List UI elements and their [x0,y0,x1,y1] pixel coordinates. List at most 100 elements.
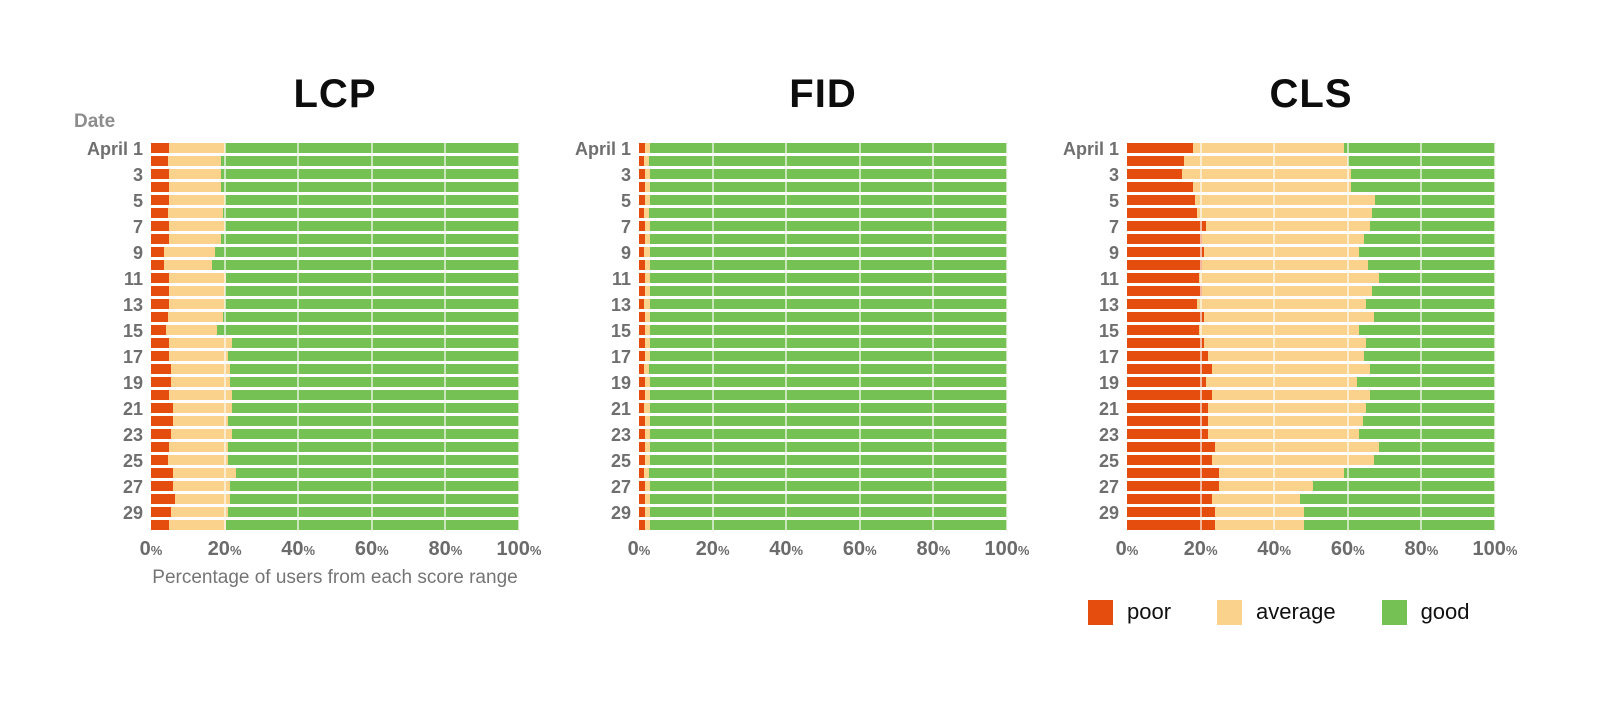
gridline-overlay [1199,143,1202,533]
x-tick-number: 60 [842,538,866,560]
gridline-overlay [1420,143,1423,533]
bar-segment-good [650,481,1007,491]
bar-segment-poor [151,494,175,504]
bar-row [639,481,1007,494]
y-tick-label: 7 [1108,217,1119,237]
bar-segment-average [1207,403,1367,413]
legend-item-good: good [1381,599,1470,625]
x-tick-percent: % [717,543,730,558]
x-tick-number: 60 [1330,538,1354,560]
bar-segment-poor [1127,364,1212,374]
bar-segment-poor [639,195,645,205]
bar-segment-good [649,364,1007,374]
bar-segment-poor [151,468,174,478]
bar-segment-poor [1127,338,1205,348]
legend-item-average: average [1217,599,1336,625]
bar-row [639,208,1007,221]
bar-segment-poor [151,156,168,166]
bar-row [151,455,519,468]
bar-segment-poor [151,286,170,296]
x-tick-label: 40% [769,538,803,561]
bar-segment-poor [639,182,645,192]
bar-segment-average [1193,143,1345,153]
bar-segment-good [1379,442,1495,452]
bar-row [639,260,1007,273]
bar-segment-good [650,390,1007,400]
x-tick-label: 100% [985,538,1030,561]
bar-segment-average [173,403,232,413]
x-tick-number: 40 [1257,538,1280,560]
bar-segment-poor [639,221,645,231]
x-tick-percent: % [1353,543,1365,558]
y-tick-label: 23 [610,425,631,445]
x-tick-percent: % [377,543,389,558]
bar-row [1127,208,1495,221]
bar-segment-poor [151,455,168,465]
x-tick-percent: % [529,543,542,558]
bar-segment-poor [639,325,645,335]
y-tick-label: 7 [620,217,631,237]
bar-segment-average [171,377,231,387]
bar-row [1127,377,1495,390]
bar-segment-good [650,325,1007,335]
legend-item-poor: poor [1088,599,1171,625]
bar-segment-good [211,260,519,270]
bar-segment-good [649,468,1007,478]
bar-segment-average [173,416,229,426]
bar-segment-average [1206,377,1357,387]
bar-row [639,286,1007,299]
bar-segment-good [649,260,1007,270]
y-tick-label: 9 [1108,243,1119,263]
bar-segment-average [644,390,651,400]
bar-segment-good [650,286,1007,296]
bar-segment-poor [639,208,645,218]
bar-segment-good [231,403,519,413]
gridline-overlay [785,143,788,533]
bar-segment-average [644,338,651,348]
bar-row [151,143,519,156]
bar-segment-poor [1127,143,1194,153]
bar-segment-average [171,429,232,439]
bar-row [151,468,519,481]
bar-segment-good [650,377,1007,387]
bar-segment-poor [151,481,174,491]
fid-chart-title: FID [789,72,857,116]
bar-segment-average [1215,507,1304,517]
bar-segment-good [1368,260,1495,270]
bar-segment-poor [151,312,168,322]
bar-segment-good [1379,273,1495,283]
legend-label-poor: poor [1127,599,1172,624]
bar-segment-good [1366,403,1495,413]
y-tick-label: 21 [122,399,143,419]
x-tick-percent: % [1205,543,1218,558]
bar-segment-poor [151,221,170,231]
poor-swatch-icon [1088,599,1113,625]
bar-segment-poor [1127,273,1199,283]
bar-segment-poor [1127,390,1212,400]
x-tick-label: 20% [1184,538,1218,561]
bar-segment-poor [151,429,172,439]
y-tick-label: 5 [620,191,631,211]
bar-segment-good [1303,507,1495,517]
bar-row [1127,312,1495,325]
bar-segment-poor [1127,429,1208,439]
bar-segment-good [230,481,519,491]
x-tick-label: 60% [355,538,389,561]
bar-segment-poor [1127,299,1197,309]
bar-segment-good [650,234,1007,244]
bar-segment-average [644,208,650,218]
bar-segment-good [1312,481,1495,491]
x-tick-percent: % [1505,543,1518,558]
bar-row [1127,403,1495,416]
bar-segment-good [1358,429,1495,439]
bar-row [151,208,519,221]
bar-segment-good [230,364,519,374]
bar-segment-poor [151,416,174,426]
x-tick-label: 0% [1116,538,1139,561]
gridline-overlay [1494,143,1496,533]
bar-row [151,364,519,377]
bar-segment-poor [151,403,174,413]
x-axis-caption: Percentage of users from each score rang… [152,567,518,588]
bar-row [151,260,519,273]
bar-segment-good [649,403,1007,413]
